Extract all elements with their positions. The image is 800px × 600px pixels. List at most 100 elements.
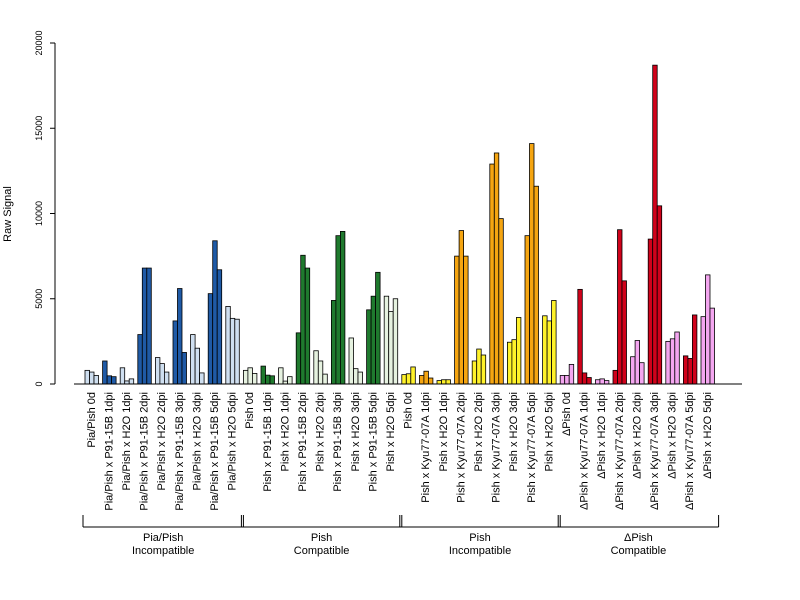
- bar: [234, 318, 240, 385]
- x-tick-label: Pish x H2O 3dpi: [508, 392, 520, 471]
- x-tick-label: Pia/Pish x P91-15B 5dpi: [209, 392, 221, 511]
- x-tick-label: Pish x P91-15B 3dpi: [332, 392, 344, 492]
- x-tick-label: Pish x H2O 2dpi: [315, 392, 327, 471]
- bar: [295, 332, 302, 385]
- bar: [683, 355, 689, 385]
- bar: [634, 340, 640, 385]
- group-name: Pish: [311, 532, 332, 544]
- bar: [111, 376, 117, 385]
- bar: [687, 358, 693, 385]
- category-bar-group: [190, 334, 205, 385]
- group-subtitle: Compatible: [294, 545, 350, 557]
- bar: [436, 380, 442, 385]
- y-tick-label: 10000: [34, 201, 44, 226]
- category-bar-group: [612, 229, 627, 385]
- bar: [348, 337, 354, 385]
- bar: [581, 372, 588, 385]
- bar: [242, 369, 249, 385]
- bar: [383, 295, 390, 385]
- bar: [229, 317, 236, 385]
- group-subtitle: Incompatible: [449, 545, 511, 557]
- x-tick-label: Pish x H2O 2dpi: [473, 392, 485, 471]
- bars: [84, 64, 715, 385]
- x-tick-label: Pish x Kyu77-07A 1dpi: [420, 392, 432, 503]
- x-tick-label: Pia/Pish x H2O 5dpi: [227, 392, 239, 490]
- bar: [669, 338, 676, 385]
- x-tick-label: Pish x H2O 1dpi: [279, 392, 291, 471]
- bar: [551, 300, 557, 385]
- category-bar-group: [207, 240, 223, 385]
- y-axis: 0 5000 10000 15000 20000: [34, 30, 56, 387]
- category-bar-group: [84, 369, 99, 385]
- x-tick-label: ΔPish x H2O 5dpi: [702, 392, 714, 479]
- bar: [287, 376, 293, 385]
- bar: [546, 320, 552, 385]
- bar: [586, 377, 592, 385]
- category-bar-group: [313, 350, 328, 385]
- category-bar-group: [295, 254, 311, 385]
- bar: [304, 267, 311, 385]
- bar: [410, 366, 416, 385]
- bar: [604, 380, 610, 385]
- bar: [260, 365, 266, 385]
- bar: [128, 378, 135, 385]
- bar: [533, 185, 539, 385]
- x-tick-label: Pish x P91-15B 2dpi: [297, 392, 309, 492]
- bar: [278, 367, 284, 385]
- bar: [480, 354, 487, 385]
- x-tick-label: Pish x H2O 3dpi: [350, 392, 362, 471]
- category-bar-group: [542, 300, 557, 385]
- bar: [401, 374, 407, 385]
- bar: [647, 238, 654, 385]
- bar: [322, 373, 328, 385]
- bar: [199, 372, 205, 385]
- y-tick-label: 0: [34, 381, 44, 386]
- bar: [141, 267, 148, 385]
- bar: [353, 368, 359, 385]
- bar: [476, 348, 482, 385]
- group-name: ΔPish: [624, 532, 653, 544]
- x-tick-label: ΔPish x Kyu77-07A 1dpi: [579, 392, 591, 510]
- bar: [630, 356, 636, 385]
- category-bar-group: [700, 274, 715, 385]
- category-bar-group: [278, 367, 293, 385]
- bar: [617, 229, 623, 385]
- bar: [190, 334, 196, 385]
- bar: [454, 255, 460, 385]
- bar: [529, 143, 535, 385]
- bar: [313, 350, 319, 385]
- x-tick-label: ΔPish x Kyu77-07A 3dpi: [649, 392, 661, 510]
- bar: [639, 362, 645, 385]
- category-bar-group: [683, 314, 698, 385]
- category-bar-group: [436, 379, 451, 385]
- category-bar-group: [172, 288, 187, 385]
- category-bar-group: [366, 271, 381, 385]
- bar: [172, 320, 178, 385]
- category-bar-group: [401, 366, 416, 385]
- category-bar-group: [524, 143, 539, 385]
- category-bar-group: [225, 306, 240, 385]
- x-tick-label: Pish 0d: [244, 392, 256, 429]
- bar: [370, 295, 377, 385]
- bar: [524, 235, 530, 385]
- x-tick-label: ΔPish x Kyu77-07A 5dpi: [684, 392, 696, 510]
- x-tick-label: Pish x H2O 5dpi: [385, 392, 397, 471]
- bar: [163, 371, 170, 385]
- bar: [212, 240, 218, 385]
- category-bar-group: [119, 367, 135, 385]
- y-tick-label: 15000: [34, 116, 44, 141]
- bar: [247, 367, 253, 385]
- group-name: Pia/Pish: [143, 532, 183, 544]
- bar: [568, 363, 575, 385]
- category-bar-group: [471, 348, 487, 385]
- bar: [423, 370, 429, 385]
- bar: [265, 374, 271, 385]
- bar: [674, 331, 680, 385]
- group-brackets: Pia/PishIncompatiblePishCompatiblePishIn…: [82, 515, 720, 557]
- bar: [577, 288, 583, 385]
- x-tick-label: Pia/Pish x P91-15B 2dpi: [139, 392, 151, 511]
- bar: [489, 163, 495, 385]
- category-bar-group: [489, 152, 504, 385]
